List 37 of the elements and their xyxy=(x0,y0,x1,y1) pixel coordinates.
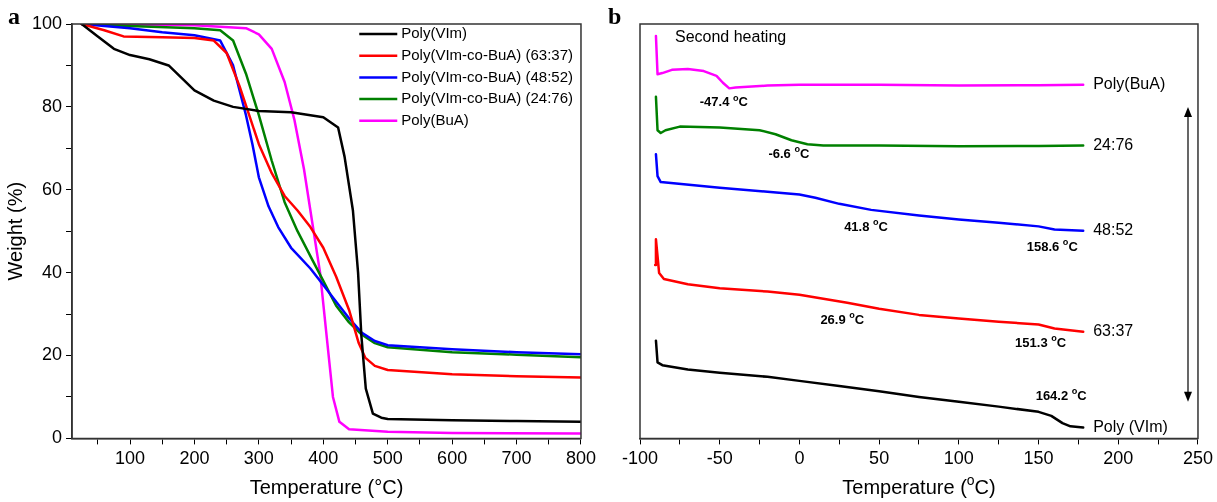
x-tick-label: 800 xyxy=(565,448,597,469)
series-label: Poly(BuA) xyxy=(1093,75,1166,93)
x-tick-label: 100 xyxy=(943,448,974,469)
x-tick-label: 100 xyxy=(114,448,146,469)
x-tick-label: 0 xyxy=(794,448,805,469)
x-tick-label: 500 xyxy=(372,448,403,469)
x-tick-label: 400 xyxy=(308,448,339,469)
chart-title: b xyxy=(608,3,622,30)
legend-label: Poly(VIm-co-BuA) (48:52) xyxy=(401,67,573,85)
x-tick-label: 150 xyxy=(1023,448,1054,469)
y-tick-label: 60 xyxy=(42,178,63,199)
legend-label: Poly(BuA) xyxy=(401,110,469,128)
x-tick-label: 250 xyxy=(1182,448,1214,469)
x-tick-label: 200 xyxy=(1103,448,1134,469)
chart-title: a xyxy=(8,3,20,30)
x-tick-label: 700 xyxy=(501,448,532,469)
y-axis-title: Weight (%) xyxy=(3,181,26,281)
x-tick-label: -50 xyxy=(706,448,733,469)
x-tick-label: 50 xyxy=(869,448,890,469)
y-tick-label: 0 xyxy=(52,427,63,448)
series-label: Poly (VIm) xyxy=(1093,417,1168,435)
x-tick-label: 600 xyxy=(437,448,468,469)
legend-label: Poly(VIm) xyxy=(401,24,468,42)
series-label: 63:37 xyxy=(1093,322,1134,340)
y-tick-label: 100 xyxy=(31,12,63,33)
x-axis-title: Temperature (°C) xyxy=(249,475,404,498)
x-tick-label: 200 xyxy=(179,448,210,469)
series-label: 48:52 xyxy=(1093,221,1134,239)
y-tick-label: 20 xyxy=(42,344,63,365)
x-tick-label: -100 xyxy=(621,448,659,469)
series-label: 24:76 xyxy=(1093,135,1134,153)
legend-label: Poly(VIm-co-BuA) (24:76) xyxy=(401,89,573,107)
x-tick-label: 300 xyxy=(243,448,274,469)
y-tick-label: 40 xyxy=(42,261,63,282)
legend-label: Poly(VIm-co-BuA) (63:37) xyxy=(401,45,573,63)
annotation: Second heating xyxy=(675,28,787,46)
y-tick-label: 80 xyxy=(42,95,63,116)
